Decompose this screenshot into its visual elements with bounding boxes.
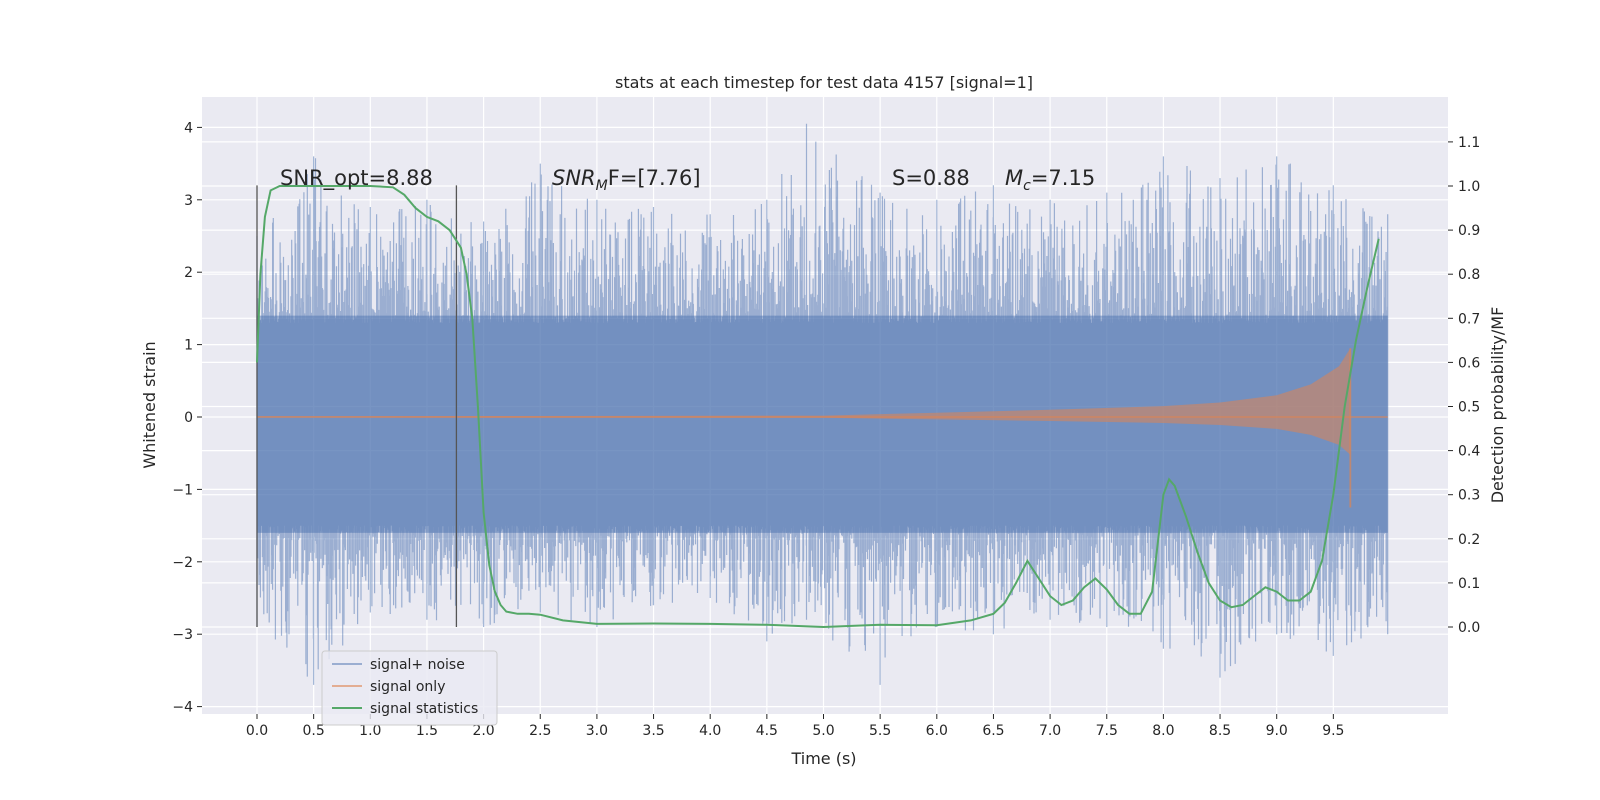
y-tick-label: 0: [184, 410, 193, 426]
x-tick-label: 0.0: [246, 723, 268, 739]
annotation-snr-opt: SNR_opt=8.88: [280, 166, 433, 191]
x-tick-label: 8.0: [1152, 723, 1174, 739]
x-tick-label: 0.5: [303, 723, 325, 739]
legend-label-noise: signal+ noise: [370, 657, 465, 673]
signal-statistics-line: [256, 185, 1380, 629]
annotation-mc-rest: =7.15: [1031, 166, 1095, 190]
x-tick-label: 7.0: [1039, 723, 1061, 739]
y2-tick-label: 0.3: [1458, 488, 1480, 504]
x-tick-label: 2.5: [529, 723, 551, 739]
x-axis-label: Time (s): [790, 749, 856, 768]
x-tick-label: 1.0: [359, 723, 381, 739]
y-tick-label: −4: [172, 700, 193, 716]
y-axis-label: Whitened strain: [140, 341, 159, 468]
x-tick-label: 7.5: [1096, 723, 1118, 739]
y2-tick-label: 0.7: [1458, 311, 1480, 327]
annotation-mc-main: M: [1005, 166, 1023, 190]
y2-tick-label: 0.6: [1458, 355, 1480, 371]
legend: signal+ noise signal only signal statist…: [321, 650, 498, 726]
y2-tick-label: 0.2: [1458, 532, 1480, 548]
y2-tick-label: 0.9: [1458, 223, 1480, 239]
y-tick-label: −1: [172, 482, 193, 498]
legend-label-signal: signal only: [370, 679, 445, 695]
annotation-mc-sub: c: [1023, 178, 1031, 194]
y2-tick-label: 0.8: [1458, 267, 1480, 283]
annotation-snr-mf-sub: M: [596, 178, 608, 194]
x-tick-label: 4.5: [756, 723, 778, 739]
y-tick-label: 1: [184, 338, 193, 354]
x-tick-label: 3.0: [586, 723, 608, 739]
x-tick-label: 3.5: [642, 723, 664, 739]
chart-title: stats at each timestep for test data 415…: [615, 73, 1033, 92]
y2-tick-label: 0.4: [1458, 444, 1480, 460]
x-tick-label: 5.5: [869, 723, 891, 739]
legend-label-stats: signal statistics: [370, 701, 478, 717]
x-tick-label: 6.0: [926, 723, 948, 739]
x-tick-label: 8.5: [1209, 723, 1231, 739]
y2-tick-label: 1.0: [1458, 179, 1480, 195]
x-axis-ticks: 0.0 0.5 1.0 1.5 2.0 2.5 3.0 3.5 4.0 4.5 5.0 5.5 6.0 6…: [246, 714, 1344, 739]
y-axis-ticks: −4 −3 −2 −1 0 1 2 3 4: [172, 120, 202, 716]
y2-tick-label: 1.1: [1458, 135, 1480, 151]
y-tick-label: −2: [172, 555, 193, 571]
x-tick-label: 9.5: [1322, 723, 1344, 739]
y2-axis-label: Detection probability/MF: [1488, 307, 1507, 504]
legend-box: [321, 650, 498, 726]
annotation-s: S=0.88: [892, 166, 970, 190]
y2-tick-label: 0.5: [1458, 400, 1480, 416]
annotation-snr-mf-rest: F=[7.76]: [608, 166, 701, 190]
y2-tick-label: 0.0: [1458, 620, 1480, 636]
y2-tick-label: 0.1: [1458, 576, 1480, 592]
annotation-snr-mf-main: SNR: [552, 166, 596, 190]
annotation-mc: Mc=7.15: [1005, 166, 1095, 194]
x-tick-label: 9.0: [1266, 723, 1288, 739]
y-tick-label: 2: [184, 265, 193, 281]
x-tick-label: 2.0: [472, 723, 494, 739]
vertical-markers: [256, 185, 458, 627]
y-tick-label: 4: [184, 120, 193, 136]
x-tick-label: 5.0: [812, 723, 834, 739]
y2-axis-ticks: 0.0 0.1 0.2 0.3 0.4 0.5 0.6 0.7 0.8 0.9 1.0 1.1: [1448, 135, 1480, 636]
x-tick-label: 6.5: [982, 723, 1004, 739]
x-tick-label: 1.5: [416, 723, 438, 739]
x-tick-label: 4.0: [699, 723, 721, 739]
annotation-snr-mf: SNRMF=[7.76]: [552, 166, 701, 194]
y-tick-label: 3: [184, 193, 193, 209]
y-tick-label: −3: [172, 627, 193, 643]
